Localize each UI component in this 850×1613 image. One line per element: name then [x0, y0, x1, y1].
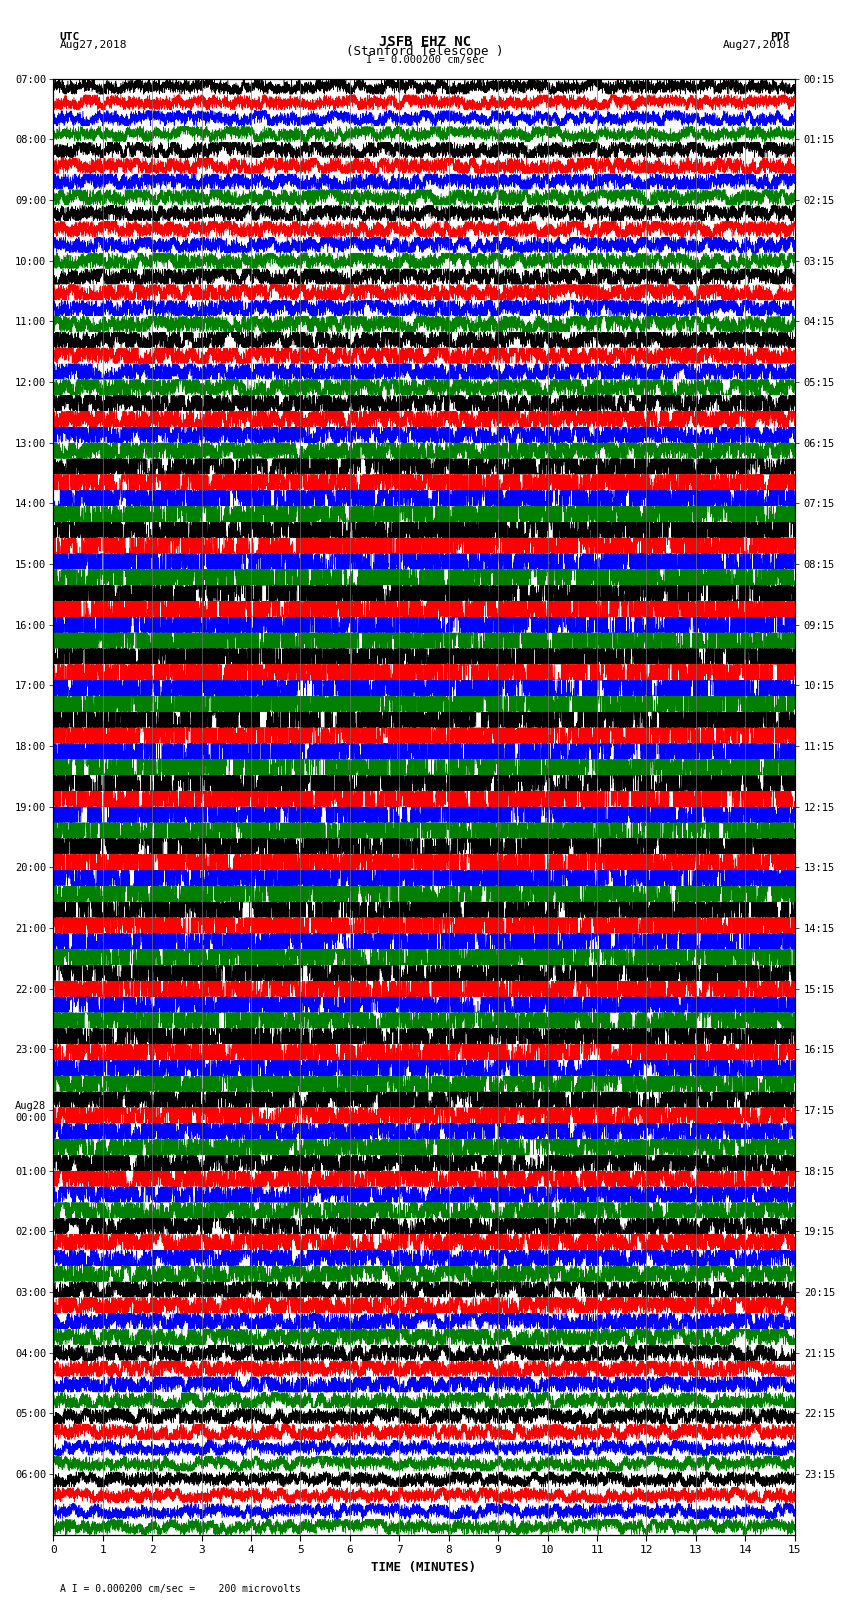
X-axis label: TIME (MINUTES): TIME (MINUTES)	[371, 1561, 477, 1574]
Text: Aug27,2018: Aug27,2018	[723, 40, 791, 50]
Text: A I = 0.000200 cm/sec =    200 microvolts: A I = 0.000200 cm/sec = 200 microvolts	[60, 1584, 300, 1594]
Text: (Stanford Telescope ): (Stanford Telescope )	[346, 45, 504, 58]
Text: UTC: UTC	[60, 32, 80, 42]
Text: JSFB EHZ NC: JSFB EHZ NC	[379, 35, 471, 50]
Text: PDT: PDT	[770, 32, 790, 42]
Text: I = 0.000200 cm/sec: I = 0.000200 cm/sec	[366, 55, 484, 65]
Text: Aug27,2018: Aug27,2018	[60, 40, 127, 50]
